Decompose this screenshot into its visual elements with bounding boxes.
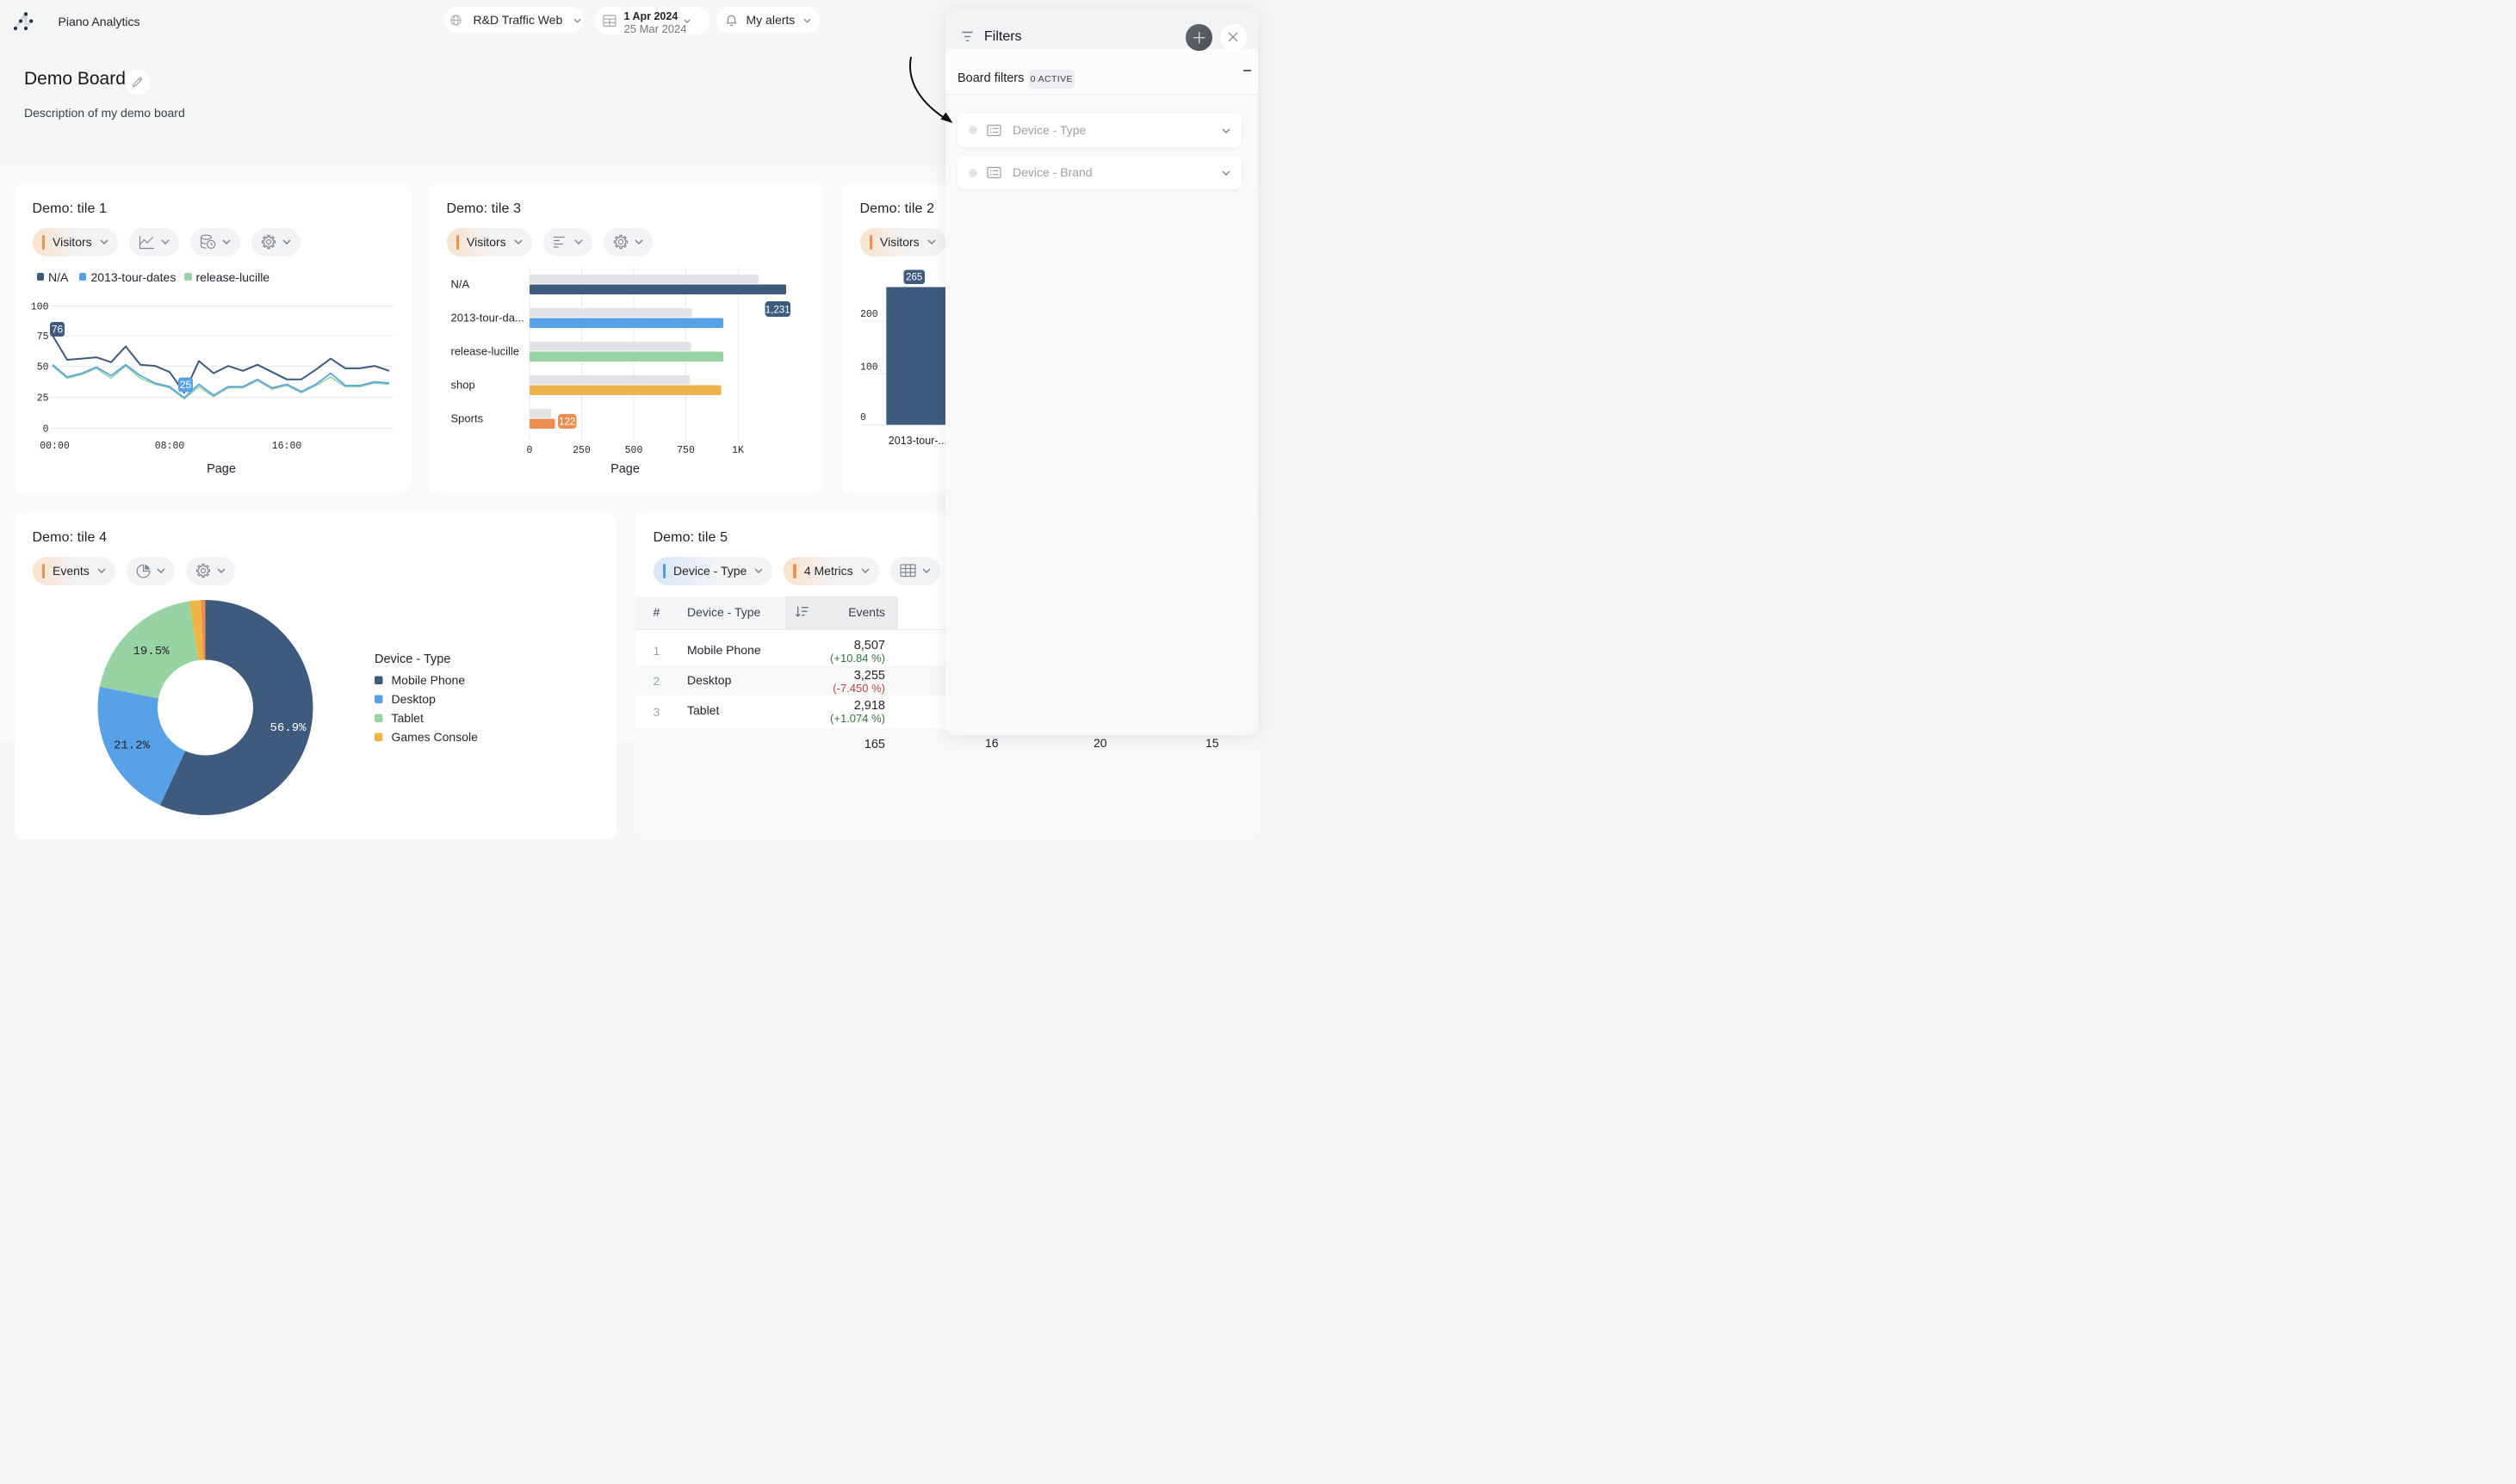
- svg-text:100: 100: [30, 301, 48, 312]
- svg-text:N/A: N/A: [450, 277, 469, 290]
- svg-text:0: 0: [42, 424, 48, 435]
- svg-text:56.9%: 56.9%: [270, 721, 307, 735]
- svg-text:Mobile Phone: Mobile Phone: [391, 673, 465, 687]
- svg-text:2013-tour-...: 2013-tour-...: [888, 435, 946, 447]
- svg-text:100: 100: [860, 362, 878, 373]
- svg-text:21.2%: 21.2%: [113, 739, 150, 752]
- svg-text:76: 76: [51, 323, 63, 335]
- svg-text:Page: Page: [207, 462, 236, 476]
- svg-text:122: 122: [559, 417, 575, 427]
- svg-text:0: 0: [526, 445, 532, 456]
- svg-text:Device - Type: Device - Type: [375, 652, 450, 666]
- svg-text:shop: shop: [450, 378, 474, 391]
- svg-text:16:00: 16:00: [271, 441, 301, 452]
- svg-text:200: 200: [860, 309, 878, 320]
- svg-text:75: 75: [36, 331, 48, 343]
- svg-text:19.5%: 19.5%: [133, 645, 170, 659]
- svg-text:25: 25: [36, 393, 48, 404]
- svg-text:25: 25: [179, 379, 191, 391]
- svg-text:08:00: 08:00: [154, 441, 184, 452]
- svg-text:release-lucille: release-lucille: [450, 344, 518, 357]
- svg-text:0: 0: [860, 412, 866, 424]
- svg-text:250: 250: [573, 445, 591, 456]
- svg-text:Page: Page: [610, 462, 640, 476]
- svg-text:Sports: Sports: [450, 411, 483, 424]
- svg-text:Desktop: Desktop: [391, 692, 436, 706]
- svg-text:Games Console: Games Console: [391, 730, 478, 744]
- svg-text:1,231: 1,231: [765, 305, 790, 315]
- svg-text:750: 750: [677, 445, 695, 456]
- svg-text:1K: 1K: [732, 445, 744, 456]
- svg-text:Tablet: Tablet: [391, 711, 423, 725]
- svg-text:265: 265: [906, 272, 922, 282]
- svg-text:500: 500: [624, 445, 642, 456]
- svg-text:50: 50: [36, 362, 48, 373]
- svg-text:2013-tour-da...: 2013-tour-da...: [450, 311, 524, 324]
- svg-text:00:00: 00:00: [40, 441, 70, 452]
